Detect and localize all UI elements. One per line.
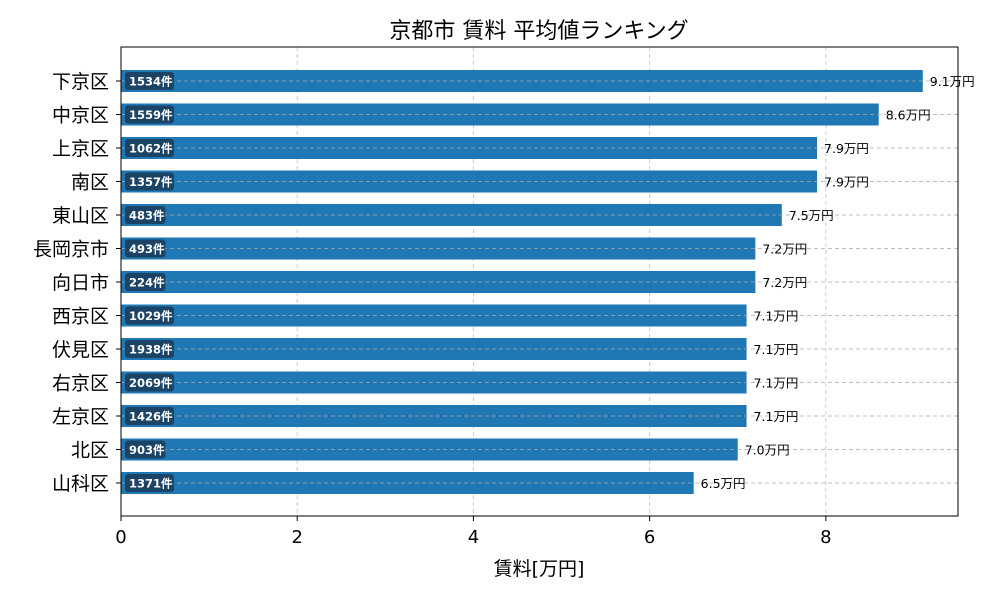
x-tick-label: 2	[291, 527, 302, 548]
x-tick-label: 8	[820, 527, 831, 548]
count-badge	[125, 139, 174, 157]
count-badge	[125, 172, 174, 191]
y-tick-label: 下京区	[52, 71, 109, 93]
count-badge	[125, 239, 166, 258]
value-label: 7.9万円	[824, 141, 869, 156]
count-badge	[125, 105, 174, 124]
count-badge	[125, 340, 174, 358]
y-tick-label: 山科区	[52, 473, 109, 495]
label-layer: 1534件 9.1万円 1559件 8.6万円 1062件 7.9万円 1357件 7.9万円…	[125, 72, 975, 492]
value-label: 7.2万円	[762, 242, 807, 257]
bar	[121, 304, 747, 327]
count-label: 483件	[129, 209, 165, 223]
value-label: 9.1万円	[930, 74, 975, 89]
count-label: 1559件	[129, 108, 173, 122]
bar	[121, 170, 818, 193]
count-label: 1534件	[129, 75, 173, 89]
count-label: 1029件	[129, 309, 173, 323]
count-label: 1062件	[129, 142, 173, 156]
value-label: 7.2万円	[762, 275, 807, 290]
x-axis-label: 賃料[万円]	[494, 558, 585, 580]
count-badge	[125, 474, 174, 492]
y-tick-label: 左京区	[52, 406, 109, 428]
y-tick-label: 南区	[71, 172, 109, 194]
value-label: 7.0万円	[745, 443, 790, 458]
y-tick-label: 向日市	[52, 272, 109, 294]
y-tick-label: 東山区	[52, 205, 109, 227]
value-label: 7.1万円	[754, 309, 799, 324]
y-tick-label: 中京区	[52, 105, 109, 127]
value-label: 7.9万円	[824, 175, 869, 190]
bar	[121, 338, 747, 360]
bar	[121, 472, 694, 494]
value-label: 7.1万円	[754, 409, 799, 424]
bar	[121, 405, 747, 427]
value-label: 6.5万円	[701, 476, 746, 491]
bar	[121, 137, 818, 159]
chart-title: 京都市 賃料 平均値ランキング	[389, 19, 688, 44]
count-label: 1938件	[129, 343, 173, 357]
count-badge	[125, 373, 174, 392]
y-tick-label: 伏見区	[52, 339, 109, 361]
y-tick-label: 北区	[71, 440, 109, 462]
count-label: 2069件	[129, 376, 173, 390]
count-badge	[125, 273, 166, 291]
y-tick-label: 右京区	[52, 373, 109, 395]
count-badge	[125, 407, 174, 425]
count-badge	[125, 206, 166, 224]
bar	[121, 371, 747, 394]
count-label: 1371件	[129, 477, 173, 491]
y-tick-label: 西京区	[52, 306, 109, 328]
count-label: 903件	[129, 443, 165, 457]
count-label: 224件	[129, 276, 165, 290]
x-tick-label: 0	[115, 527, 126, 548]
value-label: 7.1万円	[754, 376, 799, 391]
count-label: 1357件	[129, 175, 173, 189]
axis-layer: 0 2 4 6 8 下京区中京区上京区南区東山区長岡京市向日市西京区伏見区右京区左京区北区…	[33, 71, 832, 548]
y-tick-label: 上京区	[52, 138, 109, 160]
x-tick-label: 6	[644, 527, 655, 548]
value-label: 7.1万円	[754, 342, 799, 357]
count-label: 493件	[129, 242, 165, 256]
y-tick-label: 長岡京市	[33, 239, 109, 261]
count-badge	[125, 306, 174, 325]
count-label: 1426件	[129, 410, 173, 424]
value-label: 8.6万円	[886, 108, 931, 123]
value-label: 7.5万円	[789, 208, 834, 223]
count-badge	[125, 440, 166, 459]
count-badge	[125, 72, 174, 90]
x-tick-label: 4	[468, 527, 479, 548]
